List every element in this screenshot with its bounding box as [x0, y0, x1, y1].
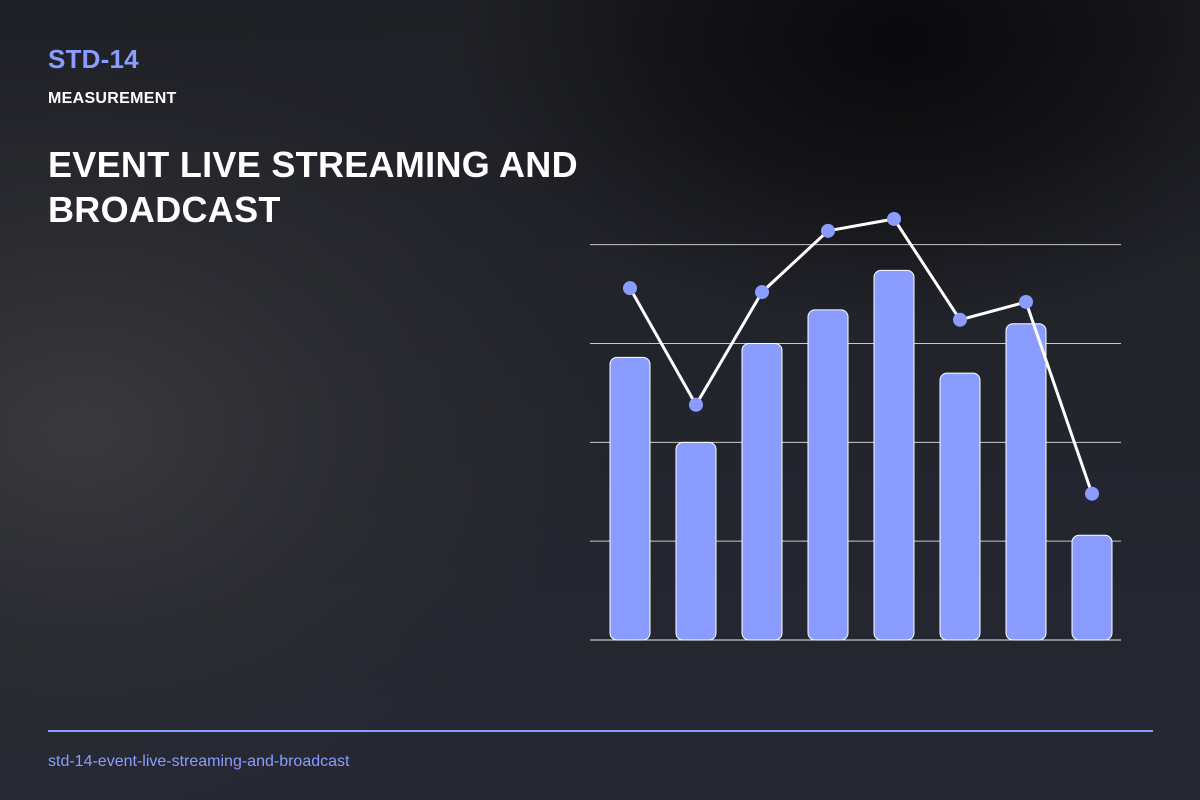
- bar-1: [609, 356, 651, 641]
- trend-point-3: [755, 285, 769, 300]
- trend-line: [628, 217, 1094, 496]
- page-title: EVENT LIVE STREAMING AND BROADCAST: [48, 144, 578, 230]
- standard-code: STD-14: [48, 44, 139, 74]
- bar-layer: [609, 269, 1113, 641]
- bar-2: [675, 441, 717, 641]
- trend-point-5: [887, 211, 901, 226]
- bar-4: [807, 309, 849, 641]
- bar-7: [1005, 323, 1047, 641]
- trend-point-2: [689, 397, 703, 412]
- bar-5: [873, 269, 915, 641]
- trend-point-8: [1085, 486, 1099, 501]
- trend-point-4: [821, 223, 835, 238]
- bar-6: [939, 372, 981, 641]
- bar-8: [1071, 534, 1113, 641]
- line-layer: [623, 211, 1099, 501]
- category-label: MEASUREMENT: [48, 90, 177, 107]
- trend-point-1: [623, 281, 637, 296]
- footer-slug: std-14-event-live-streaming-and-broadcas…: [48, 753, 350, 770]
- footer-divider: [48, 730, 1153, 732]
- trend-point-7: [1019, 294, 1033, 309]
- bar-3: [741, 342, 783, 641]
- trend-point-6: [953, 312, 967, 327]
